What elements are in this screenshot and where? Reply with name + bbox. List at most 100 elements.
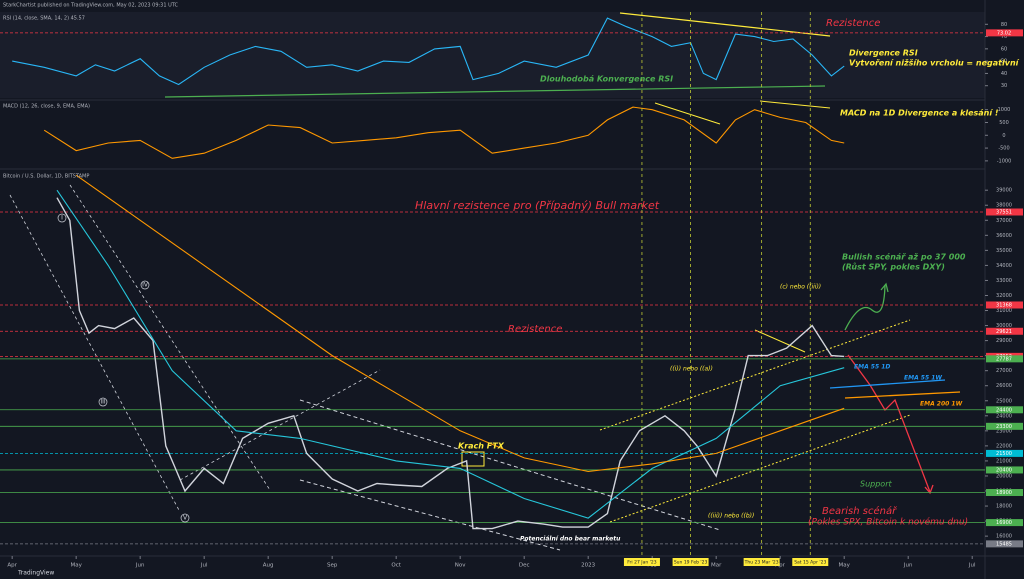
y-tick-label: 16000 [996,534,1012,540]
annotation: (c) nebo ((iii)) [780,284,821,291]
level-label: 15485 [996,541,1012,547]
level-label: 16900 [996,520,1012,526]
x-tick-label: Mar [711,563,722,569]
date-marker-label: Sat 15 Apr '23 [794,560,826,566]
ftx-box [461,451,485,467]
y-tick-label: 35000 [996,248,1012,254]
annotation: Bullish scénář až po 37 000 [842,252,966,262]
y-tick-label: 27000 [996,368,1012,374]
y-tick-label: 33000 [996,278,1012,284]
level-tag [986,540,1023,548]
x-tick-label: May [70,563,82,569]
annotation: Potenciální dno bear marketu [520,536,621,543]
ema-arrow [844,391,961,399]
level-label: 21500 [996,451,1012,457]
y-tick-label: 1000 [998,107,1011,113]
rsi-convergence-line [164,85,826,98]
y-tick-label: 31000 [996,308,1012,314]
trend-line [69,184,271,491]
level-tag [986,29,1023,37]
level-label: 31368 [996,302,1012,308]
level-tag [986,422,1023,430]
x-tick-label: Nov [455,563,466,569]
y-tick-label: 29000 [996,338,1012,344]
x-tick-label: Jun [903,563,913,569]
rsi-panel [0,12,985,98]
indicator-title: MACD (12, 26, close, 9, EMA, EMA) [3,104,90,110]
level-label: 24400 [996,407,1012,413]
wave-circle [180,513,190,523]
x-tick-label: Jul [968,563,976,569]
price-title: Bitcoin / U.S. Dollar, 1D, BITSTAMP [3,174,89,180]
level-label: 29621 [996,329,1012,335]
wedge-line [754,329,806,353]
annotation: III [100,399,106,406]
y-tick-label: 32000 [996,293,1012,299]
y-tick-label: 37000 [996,218,1012,224]
date-marker-label: Thu 23 Mar '23 [744,560,779,566]
date-marker-box [743,558,780,566]
annotation: EMA 200 1W [920,401,963,408]
annotation: (Růst SPY, pokles DXY) [842,262,945,272]
y-tick-label: 40 [1001,71,1007,77]
level-tag [986,327,1023,335]
annotation: Krach FTX [458,442,505,451]
x-tick-label: 2023 [581,563,595,569]
trend-line [179,369,381,481]
annotation: Vytvoření nižšího vrcholu = negativní [849,58,1020,68]
annotation: I [61,215,63,222]
level-tag [986,489,1023,497]
channel-line [599,319,911,431]
date-marker-label: Sun 19 Feb '23 [674,560,708,566]
annotation: ((iii)) nebo ((b)) [708,513,754,520]
level-label: 18900 [996,490,1012,496]
trend-line [299,399,721,531]
footer-logo: TradingView [17,570,54,577]
ema-arrow [829,379,946,389]
x-tick-label: Dec [519,563,530,569]
indicator-title: RSI (14, close, SMA, 14, 2) 45.57 [3,16,85,22]
y-tick-label: 39000 [996,188,1012,194]
rsi-divergence-line [619,12,831,37]
annotation: (Pokles SPX, Bitcoin k novému dnu) [808,517,968,528]
x-tick-label: Sep [327,563,338,569]
macd-divergence-line [759,100,831,109]
y-tick-label: -500 [998,146,1009,152]
annotation: Support [860,480,892,489]
y-tick-label: 25000 [996,398,1012,404]
level-tag [986,406,1023,414]
annotation: EMA 55 1D [854,364,890,371]
wave-circle [140,280,150,290]
wave-circle [57,213,67,223]
y-tick-label: 500 [999,120,1009,126]
date-marker-label: Fri 27 Jan '23 [627,560,656,566]
y-tick-label: 60 [1001,46,1007,52]
annotation: Dlouhodobá Konvergence RSI [540,75,673,84]
level-tag [986,301,1023,309]
channel-line [609,414,911,523]
level-tag [986,208,1023,216]
level-tag [986,466,1023,474]
x-tick-label: Apr [775,563,785,569]
level-tag [986,519,1023,527]
y-tick-label: 36000 [996,233,1012,239]
level-tag [986,449,1023,457]
y-tick-label: 38000 [996,203,1012,209]
x-tick-label: Aug [263,563,274,569]
level-label: 27787 [996,356,1012,362]
series-line [12,17,845,86]
annotation: Rezistence [826,18,880,29]
x-tick-label: Jun [135,563,145,569]
date-marker-box [672,558,709,566]
series-line [56,189,845,519]
x-tick-label: Jul [200,563,208,569]
annotation: MACD na 1D Divergence a klesání ! [840,109,999,118]
y-tick-label: 50 [1001,59,1007,65]
y-tick-label: 22000 [996,443,1012,449]
y-tick-label: 0 [1002,133,1005,139]
annotation: Rezistence [508,324,562,335]
annotation: Hlavní rezistence pro (Případný) Bull ma… [415,199,660,212]
wave-circle [98,397,108,407]
level-label: 37551 [996,209,1012,215]
